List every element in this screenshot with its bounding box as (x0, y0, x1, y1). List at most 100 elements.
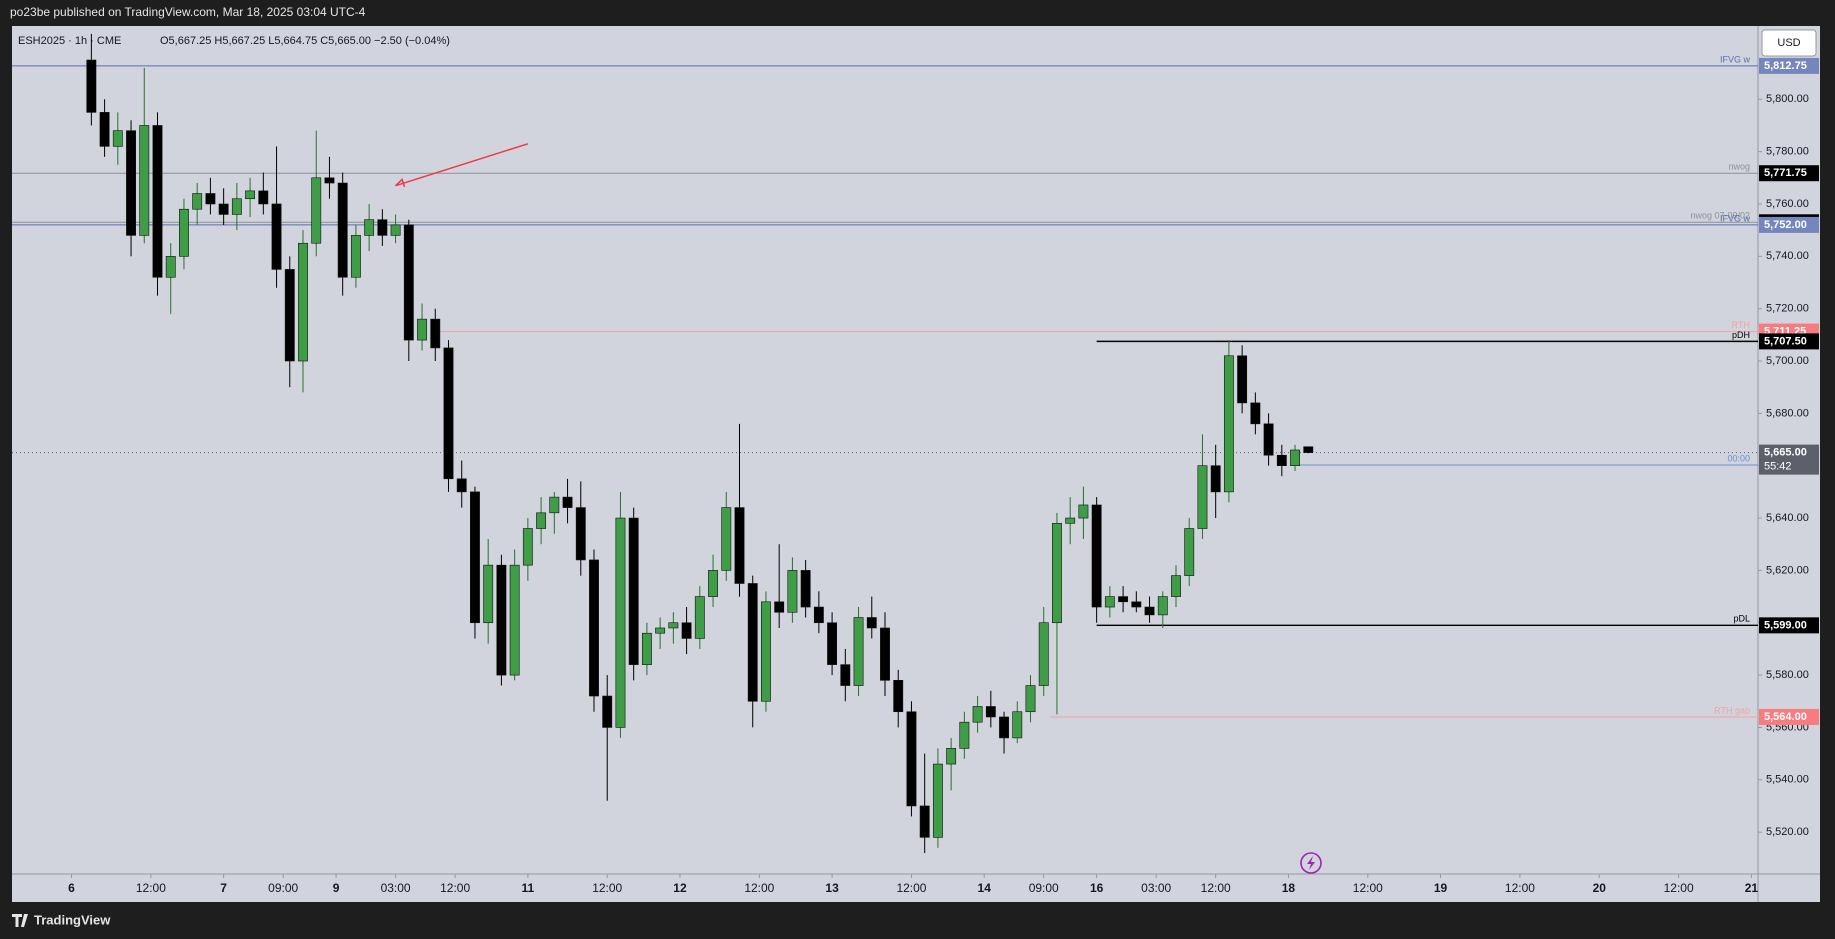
level-box (1759, 216, 1819, 233)
candle-body (906, 711, 917, 807)
level-box-label: 5,564.00 (1764, 711, 1807, 723)
candle-body (721, 507, 732, 571)
x-tick-label: 03:00 (1141, 881, 1171, 895)
lightning-icon[interactable] (1300, 852, 1322, 874)
currency[interactable]: USD (1777, 37, 1800, 49)
candle-body (1144, 606, 1155, 616)
y-tick-label: 5,580.00 (1766, 669, 1809, 681)
x-tick-label: 12:00 (1664, 881, 1694, 895)
candle-body (853, 617, 864, 686)
candle-body (337, 182, 348, 278)
arrow (395, 143, 529, 187)
candle-body (443, 347, 454, 480)
candle-body (761, 601, 771, 702)
level-label: nwog 07-09/02 (1690, 211, 1750, 221)
x-tick-label: 19 (1434, 881, 1448, 895)
candle-body (112, 130, 123, 147)
y-tick-label: 5,780.00 (1766, 146, 1809, 158)
y-tick-label: 5,520.00 (1766, 826, 1809, 838)
candle-body (655, 627, 666, 634)
candle-body (496, 564, 507, 676)
level-label: IFVG w (1720, 54, 1751, 64)
currency-button[interactable] (1761, 29, 1817, 57)
candle-body (959, 721, 970, 749)
candle-body (932, 763, 943, 838)
x-tick-label: 12:00 (744, 881, 774, 895)
y-tick-label: 5,620.00 (1766, 564, 1809, 576)
candle-body (390, 224, 401, 236)
y-tick-label: 5,700.00 (1766, 355, 1809, 367)
x-tick-label: 20 (1593, 881, 1607, 895)
candle-body (1012, 711, 1023, 739)
x-tick-label: 18 (1282, 881, 1296, 895)
x-tick-label: 12:00 (440, 881, 470, 895)
candle-body (417, 318, 427, 341)
candle-body (708, 570, 718, 597)
candle-body (1303, 446, 1314, 453)
candle-body (205, 193, 216, 205)
x-tick-label: 12:00 (896, 881, 926, 895)
y-tick-label: 5,740.00 (1766, 250, 1809, 262)
candle-body (364, 219, 375, 236)
candle-body (774, 601, 785, 613)
candle-body (840, 664, 851, 686)
candle-body (430, 318, 441, 349)
level-label: pDH (1732, 330, 1750, 340)
x-tick-label: 12:00 (592, 881, 622, 895)
level-label: RTH gap (1714, 705, 1750, 715)
candle-body (231, 198, 242, 215)
level-box (1759, 617, 1819, 634)
x-tick-label: 7 (220, 881, 227, 895)
level-box-label: 5,599.00 (1764, 619, 1807, 631)
x-tick-label: 12:00 (1201, 881, 1231, 895)
x-tick-label: 12:00 (1505, 881, 1535, 895)
x-tick-label: 12:00 (1353, 881, 1383, 895)
candle-body (880, 627, 890, 681)
candle-body (284, 269, 295, 362)
candle-body (589, 559, 599, 697)
ohlc: O5,667.25 H5,667.25 L5,664.75 C5,665.00 … (160, 35, 450, 47)
candle-body (800, 570, 811, 608)
candle-body (1131, 601, 1142, 608)
candle-body (1157, 596, 1168, 616)
y-tick-label: 5,680.00 (1766, 407, 1809, 419)
candle-body (641, 632, 652, 665)
candle-body (1065, 517, 1076, 524)
candle-body (258, 190, 269, 205)
logo-mark (12, 914, 28, 927)
candle-body (311, 177, 322, 244)
candle-body (536, 512, 547, 529)
last-price-box (1759, 444, 1819, 475)
y-tick-label: 5,720.00 (1766, 303, 1809, 315)
candle-body (1223, 355, 1234, 493)
candle-body (1078, 504, 1089, 519)
header-title: po23be published on TradingView.com, Mar… (10, 5, 366, 19)
level-label: IFVG w (1720, 213, 1751, 223)
candle-body (602, 695, 613, 728)
candle-body (1171, 575, 1181, 597)
candle-body (1118, 596, 1129, 603)
x-tick-label: 14 (978, 881, 992, 895)
candle-body (827, 622, 838, 665)
x-tick-label: 11 (522, 881, 535, 895)
x-tick-label: 12 (673, 881, 687, 895)
candle-body (245, 190, 256, 200)
candle-body (668, 622, 679, 629)
level-box (1759, 333, 1819, 350)
candle-body (1184, 528, 1195, 576)
candle-body (192, 193, 203, 210)
candle-body (893, 680, 904, 713)
y-tick-label: 5,800.00 (1766, 93, 1809, 105)
plot-area (12, 26, 1758, 874)
candle-body (1290, 449, 1300, 467)
candle-body (734, 507, 745, 584)
candle-body (179, 208, 189, 257)
candle-body (271, 203, 282, 270)
candle-body (946, 748, 957, 765)
candle-body (152, 125, 163, 278)
x-tick-label: 21 (1745, 881, 1759, 895)
candle-body (218, 203, 229, 215)
level-box (1759, 708, 1819, 725)
